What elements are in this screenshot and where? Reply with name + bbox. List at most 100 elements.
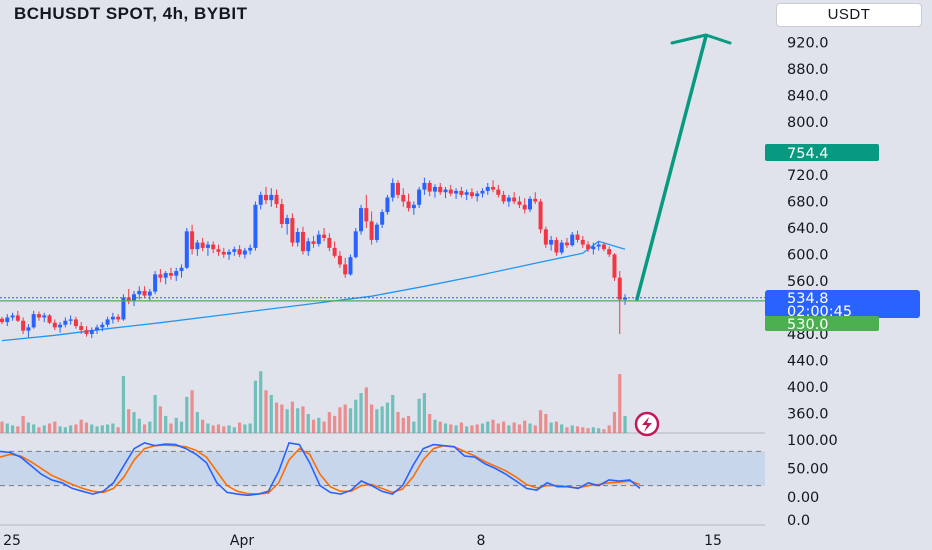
volume-bar (406, 415, 411, 433)
candle-body (601, 244, 606, 250)
candle-body (89, 330, 94, 334)
price-tick-label: 640.0 (787, 221, 829, 237)
volume-bar (380, 406, 384, 433)
time-tick-label: 15 (704, 533, 722, 549)
candle-body (195, 242, 200, 250)
support-price-label: 530.0 (787, 317, 829, 333)
candle-body (63, 320, 68, 325)
candle-body (306, 241, 311, 252)
volume-bar (179, 421, 184, 433)
volume-bar (111, 423, 115, 433)
osc-tick-label: 0.0 (787, 513, 810, 529)
volume-bar (26, 422, 30, 433)
volume-bar (385, 402, 390, 433)
flash-bolt (642, 417, 652, 432)
candle-body (359, 208, 364, 232)
volume-bar (158, 406, 162, 433)
time-tick-label: Apr (230, 533, 254, 549)
volume-bar (486, 421, 490, 433)
volume-bar (5, 423, 9, 433)
time-tick-label: 25 (3, 533, 21, 549)
volume-bar (438, 421, 442, 433)
price-tick-label: 800.0 (787, 115, 829, 131)
osc-band (0, 451, 765, 486)
volume-bar (16, 426, 20, 433)
volume-bar (401, 417, 405, 433)
candle-body (612, 254, 617, 278)
volume-bar (333, 415, 337, 433)
candle-body (21, 320, 26, 331)
volume-bar (201, 419, 205, 433)
candle-body (216, 249, 221, 252)
candle-body (469, 192, 474, 197)
candle-body (0, 318, 4, 323)
candle-body (269, 194, 274, 201)
osc-tick-label: 50.00 (787, 462, 829, 478)
volume-bar (95, 426, 99, 433)
candle-body (142, 290, 147, 296)
volume-bars (0, 371, 627, 433)
candle-body (232, 249, 237, 252)
candle-body (353, 231, 358, 258)
volume-bar (32, 424, 36, 433)
candle-body (248, 247, 253, 251)
moving-average (1, 240, 626, 342)
volume-bar (285, 409, 289, 433)
volume-bar (90, 424, 94, 433)
candle-body (464, 192, 469, 195)
candle-body (596, 244, 601, 247)
osc-tick-label: 0.00 (787, 490, 819, 506)
target-arrow (635, 33, 732, 301)
volume-bar (290, 401, 294, 433)
candle-body (575, 234, 580, 240)
candle-body (380, 212, 385, 225)
volume-bar (10, 425, 15, 433)
candle-body (200, 242, 205, 248)
volume-bar (106, 424, 110, 433)
volume-bar (528, 423, 532, 433)
volume-bar (391, 395, 395, 433)
target-price-tag (765, 144, 879, 161)
candle-body (348, 257, 353, 275)
candle-body (501, 194, 506, 202)
volume-bar (412, 421, 416, 433)
candle-body (105, 319, 110, 325)
volume-bar (443, 423, 448, 433)
volume-bar (206, 423, 210, 433)
candle-body (153, 274, 158, 292)
candle-body (496, 189, 501, 195)
volume-bar (269, 395, 273, 433)
candle-body (285, 218, 290, 225)
candle-body (401, 194, 406, 202)
volume-bar (591, 427, 595, 433)
candle-body (242, 250, 247, 255)
volume-bar (322, 421, 326, 433)
candle-body (538, 201, 543, 230)
stoch-d-line (0, 444, 641, 495)
price-levels (0, 297, 765, 302)
volume-bar (327, 412, 331, 433)
candle-body (168, 273, 173, 276)
volume-bar (21, 415, 25, 433)
candle-body (100, 324, 105, 328)
volume-bar (47, 423, 52, 433)
candle-body (607, 249, 612, 255)
volume-bar (69, 425, 73, 433)
symbol-title: BCHUSDT SPOT, 4h, BYBIT (14, 4, 248, 23)
volume-bar (459, 422, 463, 433)
candle-body (5, 317, 10, 323)
volume-bar (560, 424, 564, 433)
volume-bar (243, 424, 247, 433)
candle-body (454, 190, 459, 194)
volume-bar (248, 423, 252, 433)
volume-bar (449, 424, 453, 433)
candle-body (586, 244, 591, 250)
arrow-head (670, 33, 732, 45)
candle-body (406, 201, 411, 209)
candle-body (459, 190, 464, 195)
volume-bar (433, 419, 437, 433)
candle-body (290, 218, 295, 243)
currency-button[interactable]: USDT (776, 3, 922, 27)
candle-body (42, 315, 47, 318)
